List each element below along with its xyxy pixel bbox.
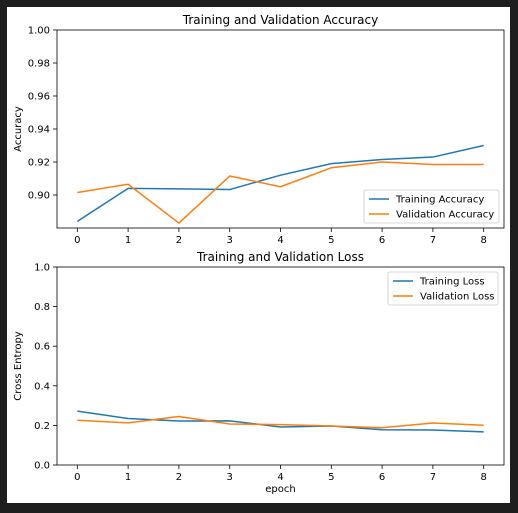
x-tick-label: 6 [379,472,385,483]
chart-title: Training and Validation Accuracy [182,13,378,27]
y-tick-label: 0.8 [34,302,50,313]
y-tick-label: 0.0 [34,461,50,472]
x-tick-label: 7 [430,472,436,483]
x-tick-label: 0 [74,235,80,246]
plot-frame [56,29,505,229]
legend-box [387,271,499,306]
y-tick-label: 0.94 [28,125,50,136]
series-line-1 [77,410,484,433]
x-tick-label: 4 [277,235,283,246]
y-tick-label: 0.2 [34,421,50,432]
x-tick-label: 6 [379,235,385,246]
x-tick-label: 2 [176,472,182,483]
x-tick-label: 8 [480,472,486,483]
legend-entry: Validation Accuracy [396,210,494,221]
y-tick-label: 0.4 [34,381,50,392]
legend-entry: Training Accuracy [395,195,484,206]
y-tick-label: 0.96 [28,92,50,103]
y-tick-label: 0.90 [28,191,50,202]
legend-entry: Validation Loss [420,292,495,303]
x-tick-label: 1 [125,235,131,246]
x-tick-label: 0 [74,472,80,483]
chart-canvas: Training and Validation Accuracy Accuracy… [13,13,505,495]
figure: Training and Validation Accuracy Accuracy… [7,7,510,503]
y-tick-label: 1.0 [34,263,50,274]
series-line-1 [76,144,484,223]
chart-panel-1: Training and Validation Accuracy Accuracy… [13,13,505,246]
plot-frame [56,266,505,466]
x-tick-label: 3 [227,235,233,246]
x-tick-label: 1 [125,472,131,483]
y-axis-label: Accuracy [13,106,24,152]
legend: Training Loss Validation Loss [387,271,499,306]
y-tick-label: 1.00 [28,26,50,37]
series-line-2 [77,161,484,224]
x-tick-label: 5 [328,472,334,483]
y-axis-label: Cross Entropy [13,331,24,401]
y-tick-label: 0.6 [34,342,50,353]
x-tick-label: 3 [227,472,233,483]
y-tick-label: 0.98 [28,59,50,70]
legend-entry: Training Loss [419,277,485,288]
y-tick-label: 0.92 [28,158,50,169]
legend: Training Accuracy Validation Accuracy [363,189,500,224]
chart-panel-2: Training and Validation Loss Cross Entrop… [13,250,505,495]
chart-title: Training and Validation Loss [196,250,364,264]
x-tick-label: 7 [430,235,436,246]
x-tick-label: 4 [277,472,283,483]
x-tick-label: 2 [176,235,182,246]
x-tick-label: 8 [480,235,486,246]
x-axis-label: epoch [265,484,295,495]
series-line-2 [77,415,484,429]
legend-box [363,189,500,224]
x-tick-label: 5 [328,235,334,246]
